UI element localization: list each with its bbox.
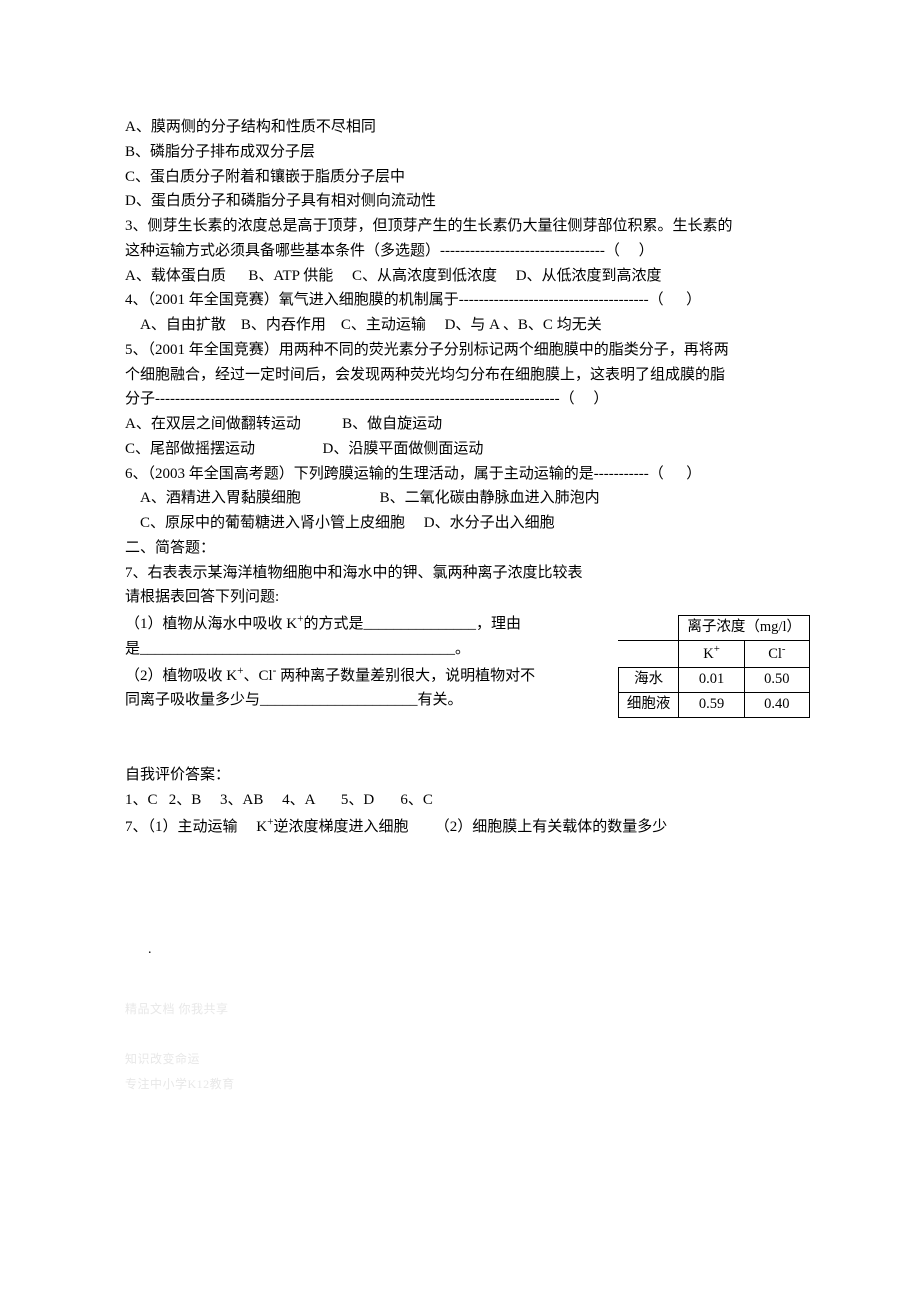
watermark-text: 精品文档 你我共享: [125, 1000, 229, 1020]
question-6-options-cd: C、原尿中的葡萄糖进入肾小管上皮细胞 D、水分子出入细胞: [125, 511, 800, 536]
question-3-line1: 3、侧芽生长素的浓度总是高于顶芽，但顶芽产生的生长素仍大量往侧芽部位积累。生长素…: [125, 214, 800, 239]
question-5-line3: 分子--------------------------------------…: [125, 387, 800, 412]
table-row: 海水 0.01 0.50: [618, 667, 809, 692]
ion-concentration-table: 离子浓度（mg/l） K+ Cl- 海水 0.01 0.50 细胞液 0.59 …: [618, 615, 810, 718]
question-7-line1: 7、右表表示某海洋植物细胞中和海水中的钾、氯两种离子浓度比较表: [125, 561, 800, 586]
question-4-line1: 4、（2001 年全国竞赛）氧气进入细胞膜的机制属于--------------…: [125, 288, 800, 313]
watermark-text: 专注中小学K12教育: [125, 1075, 235, 1095]
option-b: B、磷脂分子排布成双分子层: [125, 140, 800, 165]
question-7-line2: 请根据表回答下列问题:: [125, 585, 555, 610]
question-4-options: A、自由扩散 B、内吞作用 C、主动运输 D、与 A 、B、C 均无关: [125, 313, 800, 338]
question-7-part1b: 是_______________________________________…: [125, 637, 555, 662]
option-a: A、膜两侧的分子结构和性质不尽相同: [125, 115, 800, 140]
watermark-text: 知识改变命运: [125, 1050, 200, 1070]
question-5-line2: 个细胞融合，经过一定时间后，会发现两种荧光均匀分布在细胞膜上，这表明了组成膜的脂: [125, 363, 800, 388]
table-col-k: K+: [679, 640, 744, 667]
question-5-options-cd: C、尾部做摇摆运动 D、沿膜平面做侧面运动: [125, 437, 800, 462]
table-row: 细胞液 0.59 0.40: [618, 692, 809, 717]
question-7-part2: （2）植物吸收 K+、Cl- 两种离子数量差别很大，说明植物对不: [125, 662, 555, 689]
answers-title: 自我评价答案：: [125, 763, 800, 788]
section-2-title: 二、简答题：: [125, 536, 800, 561]
question-6-line1: 6、（2003 年全国高考题）下列跨膜运输的生理活动，属于主动运输的是-----…: [125, 462, 800, 487]
question-5-line1: 5、（2001 年全国竞赛）用两种不同的荧光素分子分别标记两个细胞膜中的脂类分子…: [125, 338, 800, 363]
table-header: 离子浓度（mg/l）: [679, 616, 810, 641]
question-5-options-ab: A、在双层之间做翻转运动 B、做自旋运动: [125, 412, 800, 437]
question-6-options-ab: A、酒精进入胃黏膜细胞 B、二氧化碳由静脉血进入肺泡内: [125, 486, 800, 511]
question-7-part1: （1）植物从海水中吸收 K+的方式是_______________，理由: [125, 610, 555, 637]
question-7-part2b: 同离子吸收量多少与_____________________有关。: [125, 688, 555, 713]
answers-line1: 1、C 2、B 3、AB 4、A 5、D 6、C: [125, 788, 800, 813]
option-c: C、蛋白质分子附着和镶嵌于脂质分子层中: [125, 165, 800, 190]
answers-line2: 7、（1）主动运输 K+逆浓度梯度进入细胞 （2）细胞膜上有关载体的数量多少: [125, 813, 800, 840]
question-3-line2: 这种运输方式必须具备哪些基本条件（多选题）-------------------…: [125, 239, 800, 264]
option-d: D、蛋白质分子和磷脂分子具有相对侧向流动性: [125, 189, 800, 214]
question-3-options: A、载体蛋白质 B、ATP 供能 C、从高浓度到低浓度 D、从低浓度到高浓度: [125, 264, 800, 289]
dot-marker: .: [148, 938, 152, 961]
table-col-cl: Cl-: [744, 640, 809, 667]
